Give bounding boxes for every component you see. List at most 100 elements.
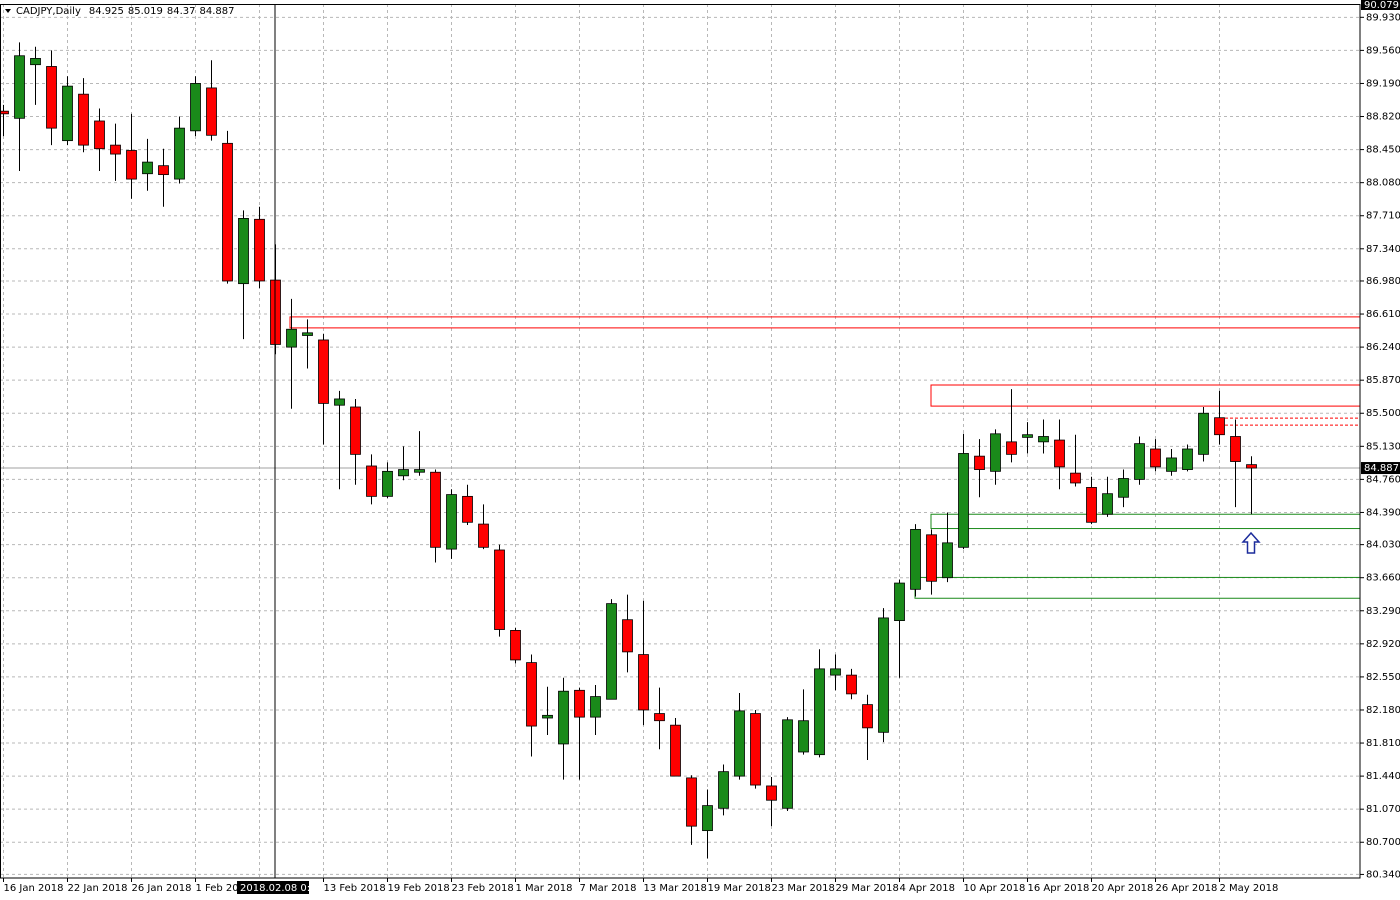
x-tick-label: 13 Feb 2018 [324,883,386,894]
candle-body [206,87,217,136]
arrow-up [1241,531,1261,554]
candle-body [654,713,665,722]
candle-body [126,150,137,180]
x-tick-label: 26 Apr 2018 [1156,883,1218,894]
candle-body [1150,448,1161,468]
y-tick-label: 82.920 [1366,639,1400,650]
candle-body [894,582,905,621]
header-open: 84.925 [89,6,124,17]
candle-body [110,144,121,155]
candle-body [494,549,505,630]
candle-body [1086,487,1097,523]
candle-body [990,433,1001,472]
candle-body [1022,434,1033,438]
x-tick-label: 1 Feb 2018 [196,883,252,894]
y-tick-label: 83.660 [1366,573,1400,584]
candle-body [1230,436,1241,462]
y-tick-label: 86.610 [1366,309,1400,320]
candle-body [750,713,761,786]
candle-body [302,332,313,336]
x-tick-label: 26 Jan 2018 [132,883,192,894]
candle-body [142,161,153,175]
y-tick-label: 88.450 [1366,145,1400,156]
candle-body [1198,412,1209,455]
y-tick-label: 82.180 [1366,705,1400,716]
y-tick-label: 88.080 [1366,178,1400,189]
x-tick-label: 7 Mar 2018 [580,883,637,894]
y-tick-label: 85.870 [1366,375,1400,386]
candle-body [350,406,361,455]
candle-body [830,668,841,676]
candle-body [190,83,201,132]
header-high: 85.019 [128,6,163,17]
x-tick-label: 13 Mar 2018 [644,883,707,894]
axis: 89.930 89.560 89.190 88.820 88.450 88.080 87.7… [3,0,1400,894]
candle-body [638,654,649,711]
candles [0,42,1257,859]
candle-body [334,398,345,406]
candle-body [510,630,521,661]
candle-body [766,785,777,801]
y-tick-label: 89.560 [1366,45,1400,56]
y-tick-label: 84.030 [1366,540,1400,551]
candle-body [462,495,473,523]
candle-body [526,662,537,727]
candle-body [382,470,393,497]
top-price-label: 90.079 [1364,0,1399,11]
candle-body [958,453,969,548]
y-tick-label: 80.340 [1366,869,1400,880]
candle-body [734,710,745,777]
y-tick-label: 80.700 [1366,837,1400,848]
symbol-title: CADJPY,Daily [16,6,81,17]
candle-body [366,465,377,497]
candle-body [94,120,105,150]
candle-body [222,142,233,282]
y-tick-label: 81.070 [1366,804,1400,815]
y-tick-label: 87.340 [1366,244,1400,255]
y-tick-label: 85.130 [1366,441,1400,452]
candle-body [446,494,457,550]
candle-body [1166,457,1177,472]
candle-body [862,704,873,729]
candle-body [718,771,729,809]
candle-body [670,724,681,777]
x-tick-label: 19 Feb 2018 [388,883,450,894]
candle-body [1038,436,1049,443]
top-price-box [1361,0,1400,10]
x-tick-label: 16 Apr 2018 [1028,883,1090,894]
candle-body [414,469,425,473]
candle-body [30,58,41,66]
y-tick-label: 89.930 [1366,12,1400,23]
x-tick-label: 23 Mar 2018 [772,883,835,894]
x-tick-label: 22 Jan 2018 [68,883,128,894]
candle-body [174,127,185,180]
y-tick-label: 82.550 [1366,672,1400,683]
candle-body [1134,443,1145,480]
candle-body [1102,493,1113,515]
candle-body [430,471,441,548]
candle-body [478,523,489,548]
y-tick-label: 87.710 [1366,211,1400,222]
candle-body [318,339,329,404]
y-tick-label: 86.980 [1366,276,1400,287]
candle-body [590,696,601,718]
candle-body [926,534,937,582]
candle-body [62,85,73,142]
x-tick-label: 1 Mar 2018 [516,883,573,894]
current-price-box [1361,462,1400,475]
current-price-label: 84.887 [1364,463,1399,474]
candle-body [1054,439,1065,468]
y-tick-label: 86.240 [1366,342,1400,353]
x-tick-label: 29 Mar 2018 [836,883,899,894]
candle-body [574,689,585,718]
candle-body [910,529,921,590]
candle-body [286,328,297,348]
candle-body [1182,448,1193,470]
candle-body [542,714,553,719]
candle-body [46,66,57,129]
crosshair-date-label: 2018.02.08 0:00 [240,883,323,894]
x-tick-label: 4 Apr 2018 [900,883,955,894]
y-tick-label: 85.500 [1366,408,1400,419]
candle-body [622,619,633,653]
